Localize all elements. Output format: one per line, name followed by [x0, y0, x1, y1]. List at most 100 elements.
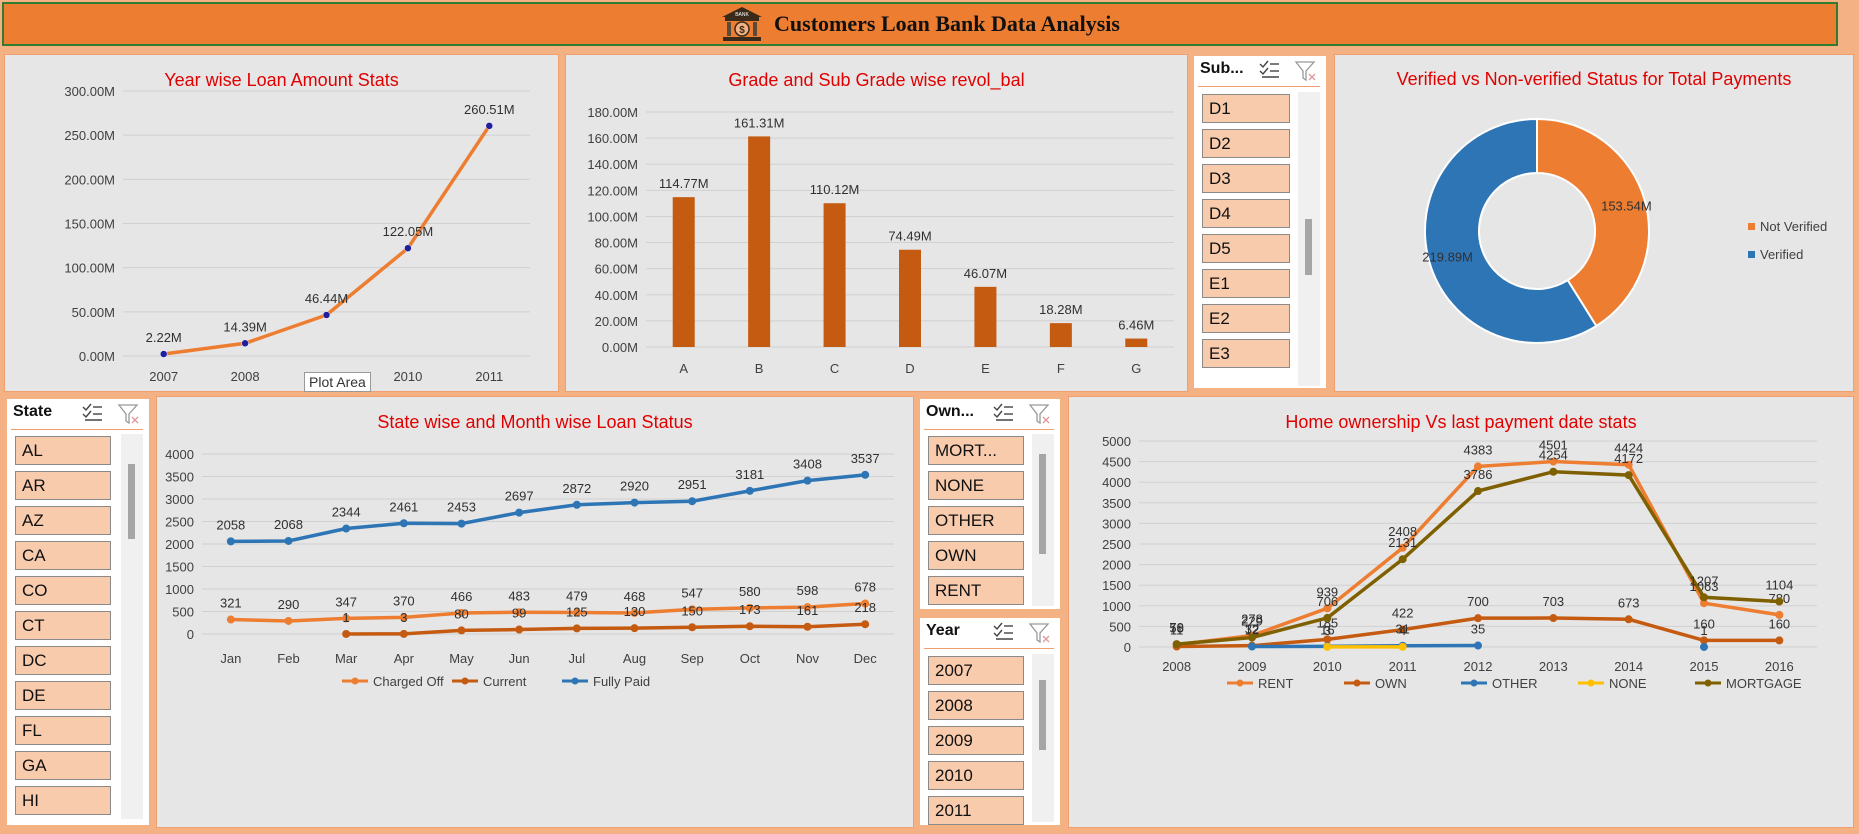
slicer-item[interactable]: DE — [15, 681, 111, 710]
scrollbar-thumb[interactable] — [1039, 680, 1046, 750]
bar — [672, 197, 695, 347]
slicer-item[interactable]: CT — [15, 611, 111, 640]
slicer-item[interactable]: E2 — [1202, 304, 1290, 333]
y-tick-label: 5000 — [1102, 434, 1131, 449]
verification-donut-chart[interactable]: 153.54M 219.89M Not Verified Verified — [1335, 55, 1855, 393]
slicer-item[interactable]: 2007 — [928, 656, 1024, 685]
multi-select-icon[interactable] — [992, 403, 1014, 423]
data-label: 3786 — [1464, 467, 1493, 482]
slicer-item[interactable]: GA — [15, 751, 111, 780]
slicer-item[interactable]: 2010 — [928, 761, 1024, 790]
chart-title: Grade and Sub Grade wise revol_bal — [728, 70, 1025, 90]
bank-logo-icon: $ BANK — [722, 7, 763, 41]
data-point — [861, 599, 870, 608]
slicer-item[interactable]: FL — [15, 716, 111, 745]
slicer-item[interactable]: D1 — [1202, 94, 1290, 123]
data-point — [861, 620, 870, 629]
slicer-item[interactable]: OWN — [928, 541, 1024, 570]
data-point — [1624, 471, 1633, 480]
multi-select-icon[interactable] — [992, 622, 1014, 642]
y-tick-label: 20.00M — [595, 314, 638, 329]
x-tick-label: 2008 — [231, 369, 260, 384]
slicer-item[interactable]: NONE — [928, 471, 1024, 500]
slicer-item[interactable]: D5 — [1202, 234, 1290, 263]
data-label: 2697 — [505, 489, 534, 504]
clear-filter-icon[interactable] — [1294, 60, 1318, 82]
y-tick-label: 3000 — [1102, 516, 1131, 531]
scrollbar-thumb[interactable] — [1305, 219, 1312, 275]
slicer-item[interactable]: RENT — [928, 576, 1024, 605]
legend-swatch — [1748, 251, 1755, 258]
multi-select-icon[interactable] — [1258, 60, 1280, 80]
data-point — [1700, 636, 1708, 645]
clear-filter-icon[interactable] — [1028, 622, 1052, 644]
data-point — [457, 626, 466, 635]
y-tick-label: 150.00M — [64, 217, 115, 232]
x-tick-label: A — [679, 361, 688, 376]
data-label: 46.07M — [964, 266, 1007, 281]
legend-swatch — [1748, 223, 1755, 230]
data-label: 161.31M — [734, 115, 785, 130]
x-tick-label: C — [830, 361, 839, 376]
scrollbar-thumb[interactable] — [128, 464, 135, 539]
data-label: 4254 — [1539, 448, 1568, 463]
x-tick-label: 2011 — [475, 369, 503, 384]
data-point — [404, 244, 412, 252]
data-label: 4501 — [1539, 438, 1568, 453]
svg-text:$: $ — [739, 25, 745, 36]
home-ownership-line-chart[interactable]: 0 500 1000 1500 2000 2500 3000 3500 4000 4500 5000… — [1069, 397, 1855, 829]
data-label: 6.46M — [1118, 318, 1154, 333]
slicer-item[interactable]: E1 — [1202, 269, 1290, 298]
legend-label: RENT — [1258, 676, 1293, 691]
slicer-item[interactable]: CO — [15, 576, 111, 605]
slicer-item[interactable]: AZ — [15, 506, 111, 535]
slicer-item[interactable]: OTHER — [928, 506, 1024, 535]
slicer-item[interactable]: CA — [15, 541, 111, 570]
year-loan-line-chart[interactable]: 0.00M 50.00M 100.00M 150.00M 200.00M 250.00M 3… — [5, 55, 560, 393]
y-tick-label: 1000 — [165, 582, 194, 597]
slicer-item[interactable]: AR — [15, 471, 111, 500]
clear-filter-icon[interactable] — [117, 403, 141, 425]
slicer-item[interactable]: D4 — [1202, 199, 1290, 228]
slicer-item[interactable]: 2011 — [928, 796, 1024, 825]
data-point — [1474, 462, 1482, 471]
data-label: 1 — [343, 610, 350, 625]
data-label: 2872 — [562, 481, 591, 496]
slicer-item[interactable]: D3 — [1202, 164, 1290, 193]
svg-text:BANK: BANK — [735, 12, 749, 18]
y-tick-label: 0 — [1124, 640, 1131, 655]
slicer-item[interactable]: DC — [15, 646, 111, 675]
slicer-item[interactable]: 2009 — [928, 726, 1024, 755]
slicer-item[interactable]: E3 — [1202, 339, 1290, 368]
slicer-item[interactable]: AL — [15, 436, 111, 465]
dashboard-header: $ BANK Customers Loan Bank Data Analysis — [2, 2, 1838, 46]
legend-marker — [461, 677, 469, 685]
data-label: 422 — [1392, 606, 1414, 621]
slicer-divider — [11, 429, 143, 430]
multi-select-icon[interactable] — [81, 403, 103, 423]
scrollbar-thumb[interactable] — [1039, 454, 1046, 554]
data-label: 46.44M — [305, 291, 348, 306]
x-tick-label: Aug — [623, 651, 646, 666]
data-point — [688, 605, 697, 614]
clear-filter-icon[interactable] — [1028, 403, 1052, 425]
data-point — [572, 624, 581, 633]
slicer-scrollbar[interactable] — [121, 434, 143, 819]
slicer-item[interactable]: HI — [15, 786, 111, 815]
data-point — [1775, 636, 1784, 645]
slicer-item[interactable]: 2008 — [928, 691, 1024, 720]
bar — [1125, 338, 1148, 347]
data-label: 80 — [454, 606, 468, 621]
x-tick-label: Apr — [394, 651, 415, 666]
slicer-item[interactable]: D2 — [1202, 129, 1290, 158]
slicer-item[interactable]: MORT... — [928, 436, 1024, 465]
data-label: 110.12M — [810, 182, 860, 197]
data-label: 939 — [1316, 584, 1338, 599]
x-tick-label: Oct — [740, 651, 761, 666]
legend-label: NONE — [1609, 676, 1647, 691]
month-status-line-chart[interactable]: 0 500 1000 1500 2000 2500 3000 3500 4000 Jan Feb Ma… — [157, 397, 915, 829]
series-line — [230, 601, 866, 623]
grade-bar-chart[interactable]: 0.00M 20.00M 40.00M 60.00M 80.00M 100.00M 120.… — [566, 55, 1189, 393]
y-tick-label: 60.00M — [595, 262, 638, 277]
x-tick-label: 2012 — [1464, 659, 1493, 674]
